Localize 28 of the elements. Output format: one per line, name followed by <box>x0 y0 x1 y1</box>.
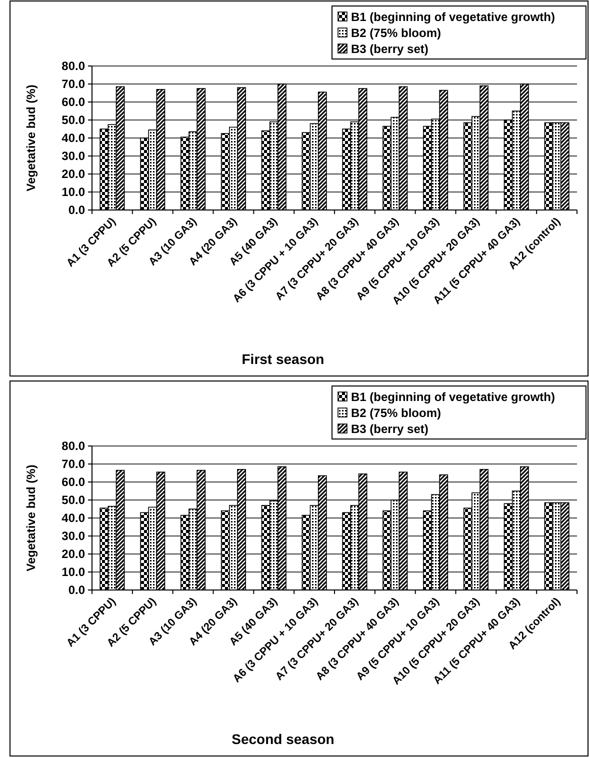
text: First season <box>242 351 324 367</box>
y-tick-label: 20.0 <box>62 167 86 182</box>
y-tick-label: 10.0 <box>62 185 86 200</box>
y-tick-label: 10.0 <box>62 565 86 580</box>
legend-label: B2 (75% bloom) <box>351 26 442 40</box>
y-tick-label: 70.0 <box>62 77 86 92</box>
y-tick-label: 30.0 <box>62 529 86 544</box>
y-tick-label: 70.0 <box>62 457 86 472</box>
y-tick-label: 60.0 <box>62 95 86 110</box>
y-tick-label: 60.0 <box>62 475 86 490</box>
legend-label: B3 (berry set) <box>351 422 428 436</box>
y-tick-label: 20.0 <box>62 547 86 562</box>
legend-label: B1 (beginning of vegetative growth) <box>351 10 556 24</box>
y-tick-label: 80.0 <box>62 439 86 454</box>
y-tick-label: 0.0 <box>68 203 86 218</box>
text: Second season <box>232 731 334 747</box>
y-tick-label: 80.0 <box>62 59 86 74</box>
legend-label: B2 (75% bloom) <box>351 406 442 420</box>
y-tick-label: 50.0 <box>62 493 86 508</box>
y-axis-title: Vegetative bud (%) <box>24 84 38 192</box>
y-tick-label: 50.0 <box>62 113 86 128</box>
legend-label: B3 (berry set) <box>351 42 428 56</box>
y-tick-label: 40.0 <box>62 131 86 146</box>
y-tick-label: 30.0 <box>62 149 86 164</box>
y-axis-title: Vegetative bud (%) <box>24 464 38 572</box>
y-tick-label: 0.0 <box>68 583 86 598</box>
legend-label: B1 (beginning of vegetative growth) <box>351 390 556 404</box>
y-tick-label: 40.0 <box>62 511 86 526</box>
